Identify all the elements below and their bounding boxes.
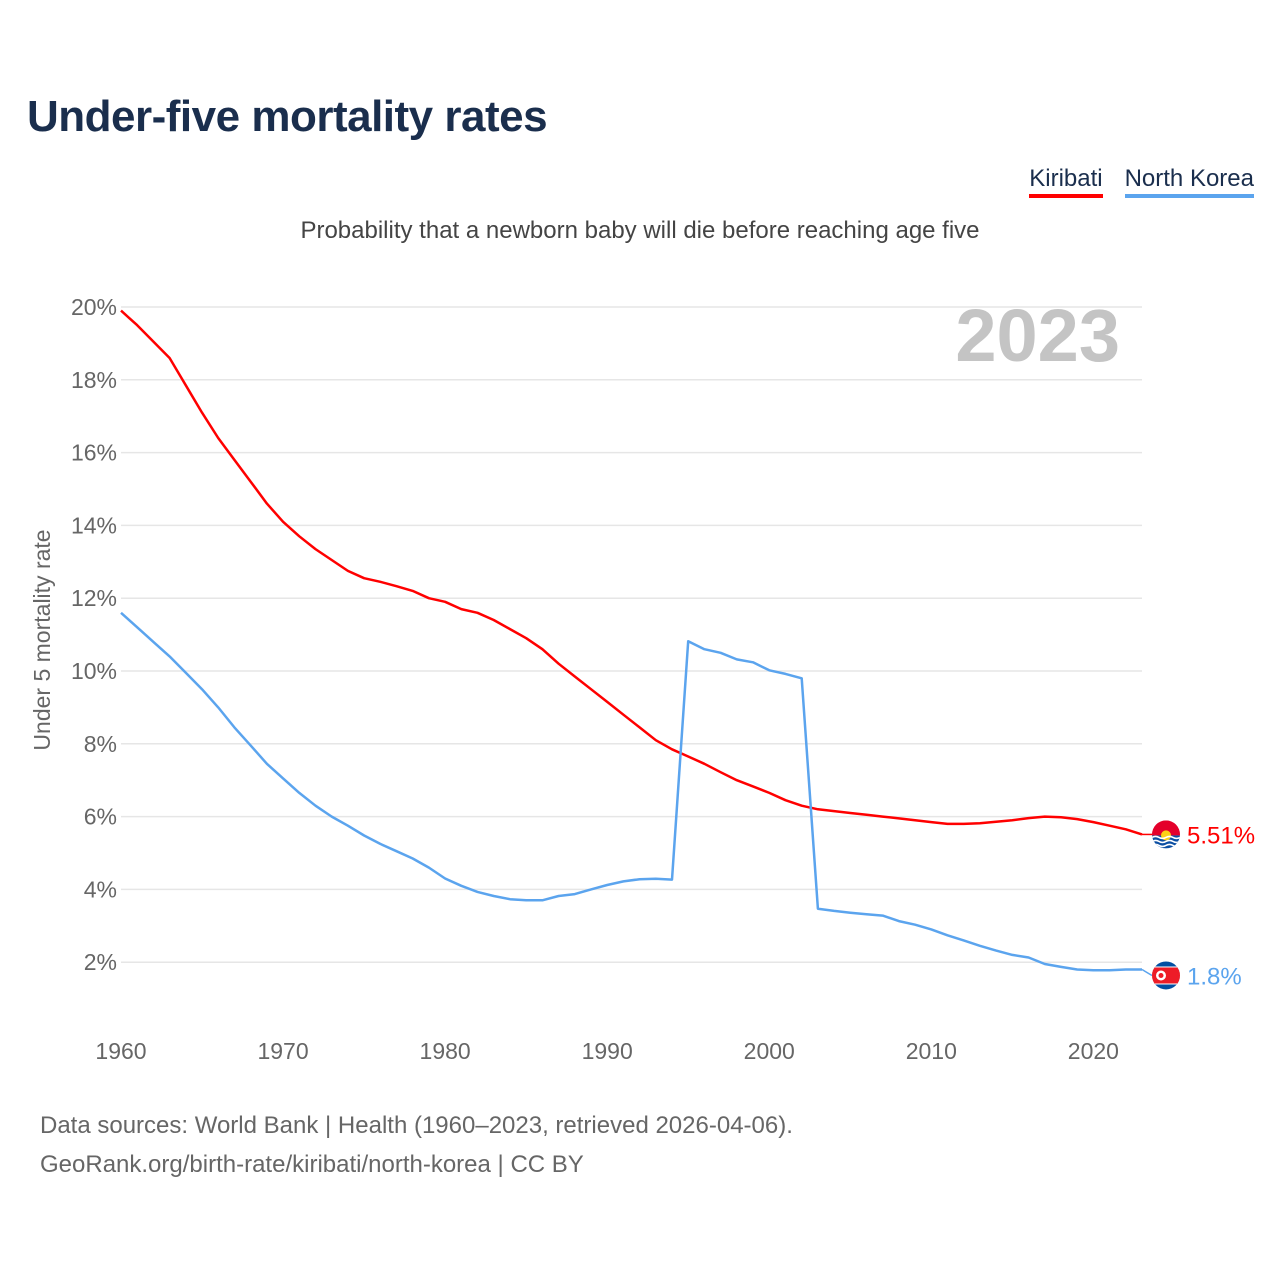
legend-item-north-korea[interactable]: North Korea (1124, 165, 1254, 198)
y-tick-label: 14% (71, 512, 117, 538)
flag-wave (1152, 839, 1180, 844)
legend-item-kiribati[interactable]: Kiribati (1029, 165, 1103, 198)
y-tick-label: 12% (71, 585, 117, 611)
end-value-label: 5.51% (1187, 822, 1255, 849)
y-tick-label: 4% (84, 876, 117, 902)
footer: Data sources: World Bank | Health (1960–… (40, 1106, 793, 1184)
source-link[interactable]: GeoRank.org/birth-rate/kiribati/north-ko… (40, 1151, 584, 1178)
end-value-label: 1.8% (1187, 963, 1242, 990)
series-line-kiribati (120, 309, 1143, 836)
y-tick-label: 20% (71, 294, 117, 320)
y-tick-label: 16% (71, 440, 117, 466)
y-tick-label: 6% (84, 804, 117, 830)
y-tick-label: 10% (71, 658, 117, 684)
series-line-north-korea (120, 611, 1142, 972)
x-tick-label: 1980 (420, 1038, 471, 1064)
flag-star (1158, 972, 1164, 978)
flag-red-band (1152, 820, 1180, 836)
x-tick-label: 2020 (1068, 1038, 1119, 1064)
x-tick-label: 1970 (257, 1038, 308, 1064)
x-tick-label: 2010 (906, 1038, 957, 1064)
flag-body (1152, 961, 1180, 990)
flag-wave (1152, 835, 1180, 840)
y-tick-label: 8% (84, 731, 117, 757)
y-tick-label: 18% (71, 367, 117, 393)
x-tick-label: 1960 (95, 1038, 146, 1064)
chart-subtitle: Probability that a newborn baby will die… (300, 217, 980, 244)
year-watermark: 2023 (955, 294, 1120, 377)
chart-title: Under-five mortality rates (27, 92, 548, 141)
legend: Kiribati North Korea (1029, 165, 1254, 198)
flag-wave (1152, 843, 1180, 848)
y-tick-label: 2% (84, 949, 117, 975)
kiribati-flag-icon (1152, 820, 1180, 849)
data-source: Data sources: World Bank | Health (1960–… (40, 1112, 793, 1139)
label-connector (1141, 968, 1153, 977)
x-tick-label: 2000 (744, 1038, 795, 1064)
north-korea-flag-icon (1152, 961, 1180, 990)
x-tick-label: 1990 (582, 1038, 633, 1064)
flag-body (1152, 820, 1180, 849)
y-axis-label: Under 5 mortality rate (29, 529, 55, 750)
